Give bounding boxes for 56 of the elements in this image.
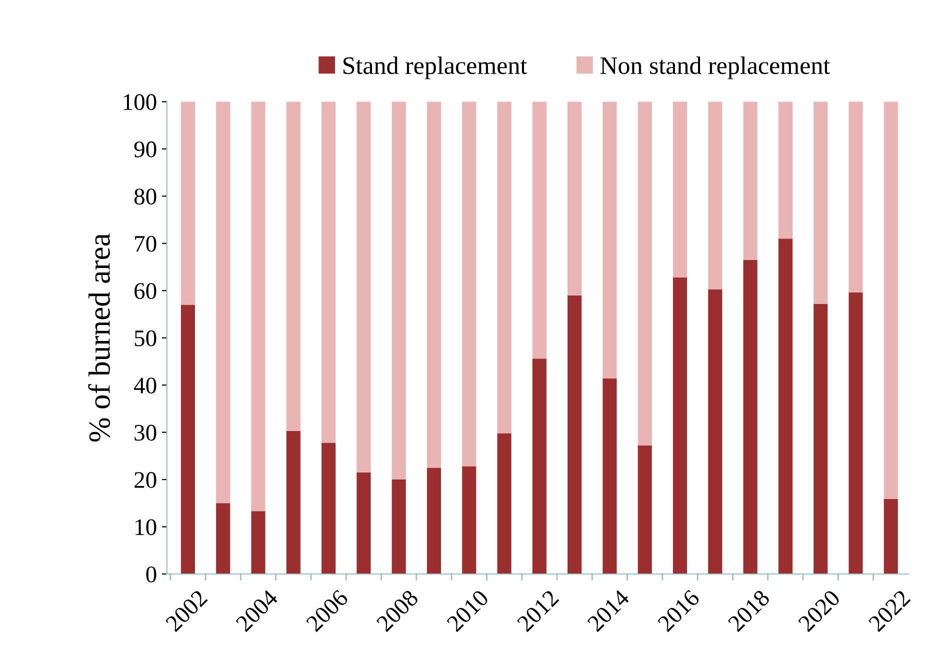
bar: [286, 102, 300, 431]
bar: [462, 466, 476, 574]
bar: [216, 102, 230, 504]
bar: [638, 102, 652, 446]
y-tick-label: 60: [134, 283, 156, 300]
bar: [568, 102, 582, 296]
bar: [814, 102, 828, 304]
bar: [497, 102, 512, 434]
y-tick-label: 100: [124, 94, 156, 110]
bar: [356, 472, 371, 574]
bar: [778, 238, 792, 574]
y-tick-label: 0: [146, 566, 156, 582]
bar: [462, 102, 476, 466]
bar: [848, 102, 863, 292]
bar: [568, 295, 582, 574]
bar: [216, 503, 230, 574]
bar: [532, 358, 546, 574]
bar: [532, 102, 546, 359]
y-tick-label: 40: [134, 378, 156, 394]
bar: [180, 102, 195, 305]
bar: [814, 304, 828, 574]
y-axis-title: % of burned area: [88, 233, 110, 442]
bar: [672, 102, 688, 278]
bar: [251, 511, 266, 574]
bar: [392, 480, 406, 574]
bar: [884, 498, 898, 574]
bar: [708, 102, 722, 290]
y-tick-label: 20: [134, 472, 156, 488]
y-tick-label: 30: [134, 424, 156, 441]
legend-label: Non stand replacement: [600, 56, 830, 80]
bar: [356, 102, 371, 472]
bar: [848, 292, 863, 574]
bar: [251, 102, 266, 512]
bar: [884, 102, 898, 499]
bar: [322, 442, 336, 574]
bar: [180, 304, 195, 574]
y-tick-label: 70: [135, 236, 156, 252]
bar: [778, 102, 792, 239]
bar: [602, 102, 617, 378]
bar: [602, 378, 617, 574]
bar: [426, 468, 442, 574]
y-tick-label: 80: [134, 188, 156, 205]
y-tick-label: 10: [136, 519, 156, 536]
bar: [672, 277, 688, 574]
bar: [426, 102, 442, 468]
bar: [708, 289, 722, 574]
bar: [322, 102, 336, 443]
bar: [286, 430, 300, 574]
bar: [743, 102, 758, 260]
bar: [743, 260, 758, 574]
bar: [497, 433, 512, 574]
y-tick-label: 90: [134, 141, 156, 158]
y-tick-label: 50: [134, 330, 156, 346]
legend-label: Stand replacement: [344, 56, 528, 80]
bar: [638, 446, 652, 574]
bar: [392, 102, 406, 480]
